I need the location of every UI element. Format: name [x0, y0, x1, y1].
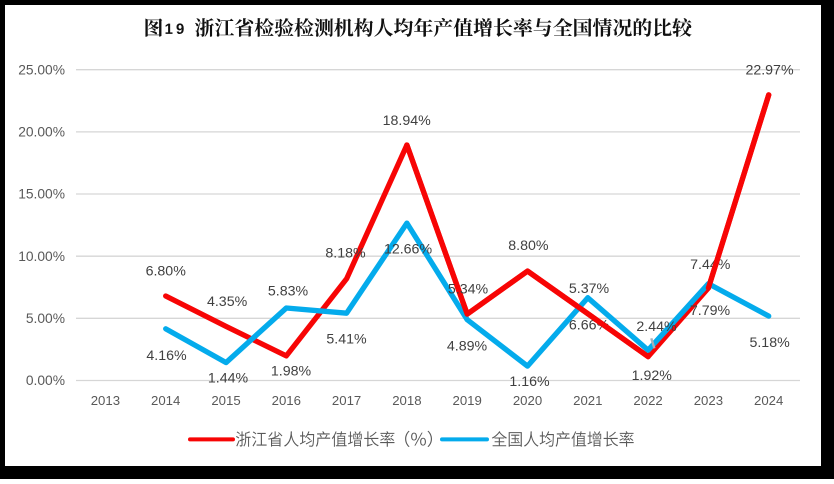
svg-text:5.18%: 5.18%	[749, 335, 790, 351]
svg-text:1.98%: 1.98%	[271, 364, 312, 380]
svg-text:5.37%: 5.37%	[569, 281, 610, 297]
svg-text:25.00%: 25.00%	[18, 62, 65, 77]
svg-text:2014: 2014	[151, 393, 180, 408]
svg-text:1.92%: 1.92%	[632, 368, 673, 384]
svg-text:2016: 2016	[272, 393, 301, 408]
svg-text:8.18%: 8.18%	[325, 246, 366, 262]
svg-text:20.00%: 20.00%	[18, 125, 65, 140]
svg-text:2019: 2019	[453, 393, 482, 408]
svg-text:10.00%: 10.00%	[18, 249, 65, 264]
svg-text:7.44%: 7.44%	[690, 257, 731, 273]
svg-text:0.00%: 0.00%	[26, 373, 65, 388]
svg-text:18.94%: 18.94%	[383, 113, 432, 129]
svg-text:4.35%: 4.35%	[207, 294, 248, 310]
svg-text:1.16%: 1.16%	[509, 374, 550, 390]
svg-text:6.80%: 6.80%	[146, 263, 187, 279]
svg-text:2013: 2013	[91, 393, 120, 408]
svg-text:2.44%: 2.44%	[636, 319, 677, 335]
svg-text:2017: 2017	[332, 393, 361, 408]
svg-text:2021: 2021	[573, 393, 602, 408]
svg-text:5.41%: 5.41%	[326, 332, 367, 348]
svg-text:4.16%: 4.16%	[146, 348, 187, 364]
svg-text:2020: 2020	[513, 393, 542, 408]
svg-text:2018: 2018	[392, 393, 421, 408]
svg-text:2015: 2015	[211, 393, 240, 408]
svg-text:5.83%: 5.83%	[268, 284, 309, 300]
svg-text:22.97%: 22.97%	[745, 62, 794, 78]
svg-text:5.00%: 5.00%	[26, 311, 65, 326]
svg-text:8.80%: 8.80%	[508, 238, 549, 254]
svg-text:2022: 2022	[633, 393, 662, 408]
svg-text:2024: 2024	[754, 393, 783, 408]
svg-text:5.34%: 5.34%	[448, 282, 489, 298]
svg-text:12.66%: 12.66%	[384, 242, 433, 258]
svg-text:7.79%: 7.79%	[690, 303, 731, 319]
svg-text:15.00%: 15.00%	[18, 187, 65, 202]
svg-text:1.44%: 1.44%	[208, 371, 249, 387]
svg-text:4.89%: 4.89%	[447, 339, 488, 355]
svg-text:2023: 2023	[694, 393, 723, 408]
